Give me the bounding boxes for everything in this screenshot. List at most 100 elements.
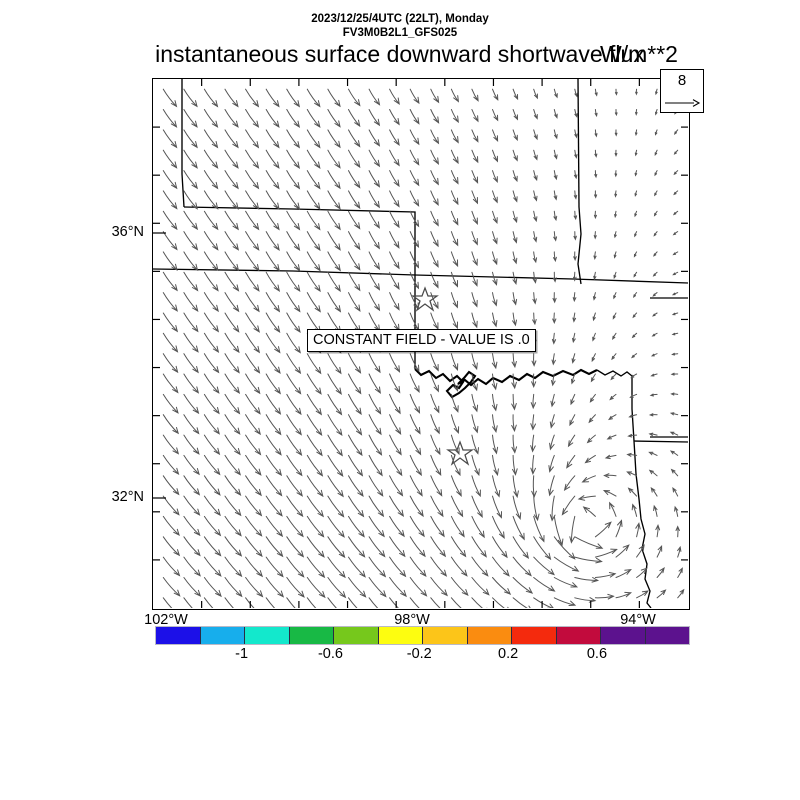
wind-vector-arrow <box>327 210 341 231</box>
wind-vector-arrow <box>286 556 305 578</box>
wind-vector-arrow <box>450 515 465 538</box>
wind-vector-arrow <box>512 129 518 142</box>
wind-vector-arrow <box>389 251 400 270</box>
wind-vector-arrow <box>655 524 661 538</box>
wind-vector-arrow <box>183 271 199 292</box>
wind-vector-arrow <box>327 88 341 108</box>
wind-vector-arrow <box>389 515 405 538</box>
wind-vector-arrow <box>245 353 261 374</box>
wind-vector-arrow <box>553 210 558 222</box>
wind-vector-arrow <box>450 393 459 413</box>
wind-vectors-drawn <box>162 88 685 608</box>
colorbar-tick-label: 0.2 <box>498 646 519 662</box>
wind-vector-arrow <box>203 149 219 169</box>
title-units-label: W/m**2 <box>600 41 678 67</box>
wind-vector-arrow <box>604 454 617 460</box>
wind-vector-arrow <box>348 434 363 457</box>
wind-vector-arrow <box>368 414 382 436</box>
wind-vector-arrow <box>581 475 596 483</box>
vector-scale-value: 8 <box>677 72 687 89</box>
wind-vector-arrow <box>389 454 403 477</box>
wind-vector-arrow <box>409 515 425 538</box>
page-title: instantaneous surface downward shortwave… <box>155 41 645 67</box>
wind-vector-arrow <box>183 251 199 272</box>
wind-vector-arrow <box>389 129 400 146</box>
wind-vector-arrow <box>533 129 538 141</box>
wind-vector-arrow <box>512 556 532 577</box>
wind-vector-arrow <box>409 190 420 207</box>
wind-vector-arrow <box>203 393 220 415</box>
wind-vector-arrow <box>593 271 597 281</box>
wind-vector-arrow <box>615 568 632 578</box>
wind-vector-arrow <box>286 454 303 477</box>
wind-vector-arrow <box>491 393 498 412</box>
wind-vector-arrow <box>673 149 679 155</box>
right-arrow-icon <box>665 99 701 107</box>
wind-vector-arrow <box>203 556 222 577</box>
wind-vector-arrow <box>533 190 538 202</box>
colorbar-segment <box>200 627 245 644</box>
wind-vector-arrow <box>650 373 658 377</box>
wind-vector-arrow <box>162 271 178 292</box>
wind-vector-arrow <box>631 353 638 359</box>
wind-vector-arrow <box>492 597 509 608</box>
wind-vector-arrow <box>430 190 439 207</box>
wind-vector-arrow <box>389 231 400 249</box>
wind-vector-arrow <box>450 414 460 434</box>
wind-vector-arrow <box>512 271 518 285</box>
wind-vector-arrow <box>265 495 283 517</box>
wind-vector-arrow <box>409 353 420 373</box>
wind-vector-arrow <box>183 454 200 476</box>
wind-vector-arrow <box>409 271 420 290</box>
wind-vector-arrow <box>633 251 638 258</box>
wind-vector-arrow <box>471 292 478 308</box>
wind-vector-arrow <box>450 577 469 597</box>
wind-vector-arrow <box>574 597 597 603</box>
wind-vector-arrow <box>348 170 361 189</box>
wind-vector-arrow <box>265 515 284 538</box>
wind-vector-arrow <box>389 414 402 436</box>
wind-vector-arrow <box>327 475 344 498</box>
wind-vector-arrow <box>368 149 381 168</box>
wind-vector-arrow <box>286 597 296 608</box>
wind-vector-arrow <box>615 591 633 599</box>
wind-vector-arrow <box>671 292 679 296</box>
wind-vector-arrow <box>590 373 596 383</box>
wind-vector-arrow <box>368 109 381 127</box>
wind-vector-arrow <box>552 292 557 304</box>
wind-vector-arrow <box>532 292 537 305</box>
colorbar-segment <box>601 627 646 644</box>
wind-vector-arrow <box>348 577 367 598</box>
wind-vector-arrow <box>492 312 498 328</box>
wind-vector-arrow <box>162 414 180 435</box>
colorbar-tick-label: -0.2 <box>406 646 432 662</box>
wind-vector-arrow <box>224 414 241 435</box>
wind-vector-arrow <box>553 231 558 242</box>
wind-vector-arrow <box>533 149 538 161</box>
wind-vector-arrow <box>245 129 260 149</box>
wind-vector-arrow <box>203 495 221 517</box>
wind-vector-arrow <box>286 393 302 416</box>
wind-vector-arrow <box>348 88 361 107</box>
wind-vector-arrow <box>183 129 198 149</box>
wind-vector-arrow <box>651 332 658 337</box>
wind-vector-arrow <box>183 536 201 557</box>
header-model-id: FV3M0B2L1_GFS025 <box>342 27 458 39</box>
colorbar-segment <box>556 627 601 644</box>
wind-vector-arrow <box>635 109 638 116</box>
wind-vector-arrow <box>614 190 618 198</box>
wind-vector-arrow <box>389 373 401 394</box>
wind-vector-arrow <box>450 170 459 185</box>
wind-vector-arrow <box>430 577 448 597</box>
wind-vector-arrow <box>652 292 658 297</box>
wind-vector-arrow <box>203 536 222 557</box>
wind-vector-arrow <box>654 149 658 156</box>
wind-vector-arrow <box>615 519 623 538</box>
map-plot-area[interactable] <box>152 78 690 610</box>
wind-vector-arrow <box>592 312 596 322</box>
colorbar[interactable] <box>155 626 690 645</box>
wind-vector-arrow <box>368 373 381 394</box>
wind-vector-arrow <box>389 536 406 558</box>
wind-vector-arrow <box>471 210 478 225</box>
wind-vector-arrow <box>286 495 304 518</box>
